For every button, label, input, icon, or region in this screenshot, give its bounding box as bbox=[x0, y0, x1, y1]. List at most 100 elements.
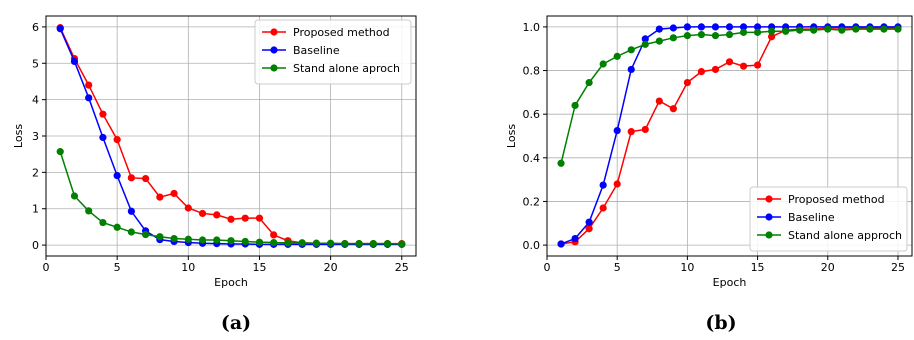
y-tick-label: 0 bbox=[32, 239, 39, 252]
data-point bbox=[599, 181, 607, 189]
series-2 bbox=[557, 25, 902, 167]
x-tick-label: 5 bbox=[614, 261, 621, 274]
legend-label: Baseline bbox=[788, 211, 835, 224]
data-point bbox=[70, 57, 79, 66]
data-point bbox=[655, 97, 663, 105]
data-point bbox=[270, 238, 278, 247]
data-point bbox=[156, 193, 164, 201]
data-point bbox=[641, 125, 649, 134]
data-point bbox=[725, 58, 734, 66]
legend-label: Stand alone approch bbox=[788, 229, 902, 242]
y-axis-label: Loss bbox=[505, 124, 518, 148]
data-point bbox=[213, 236, 221, 244]
data-point bbox=[711, 65, 720, 74]
data-point bbox=[557, 240, 565, 248]
data-point bbox=[398, 240, 406, 248]
data-point bbox=[866, 25, 874, 33]
data-point bbox=[697, 30, 706, 39]
data-point bbox=[557, 159, 565, 167]
data-point bbox=[113, 172, 121, 180]
series-line bbox=[59, 151, 402, 245]
data-point bbox=[739, 28, 748, 36]
legend-swatch-marker bbox=[765, 213, 773, 221]
x-tick-label: 0 bbox=[43, 261, 50, 274]
data-point bbox=[697, 68, 706, 76]
data-point bbox=[739, 62, 748, 70]
legend-swatch-marker bbox=[765, 195, 773, 203]
data-point bbox=[312, 239, 320, 247]
data-point bbox=[170, 234, 178, 243]
data-point bbox=[213, 211, 221, 219]
data-point bbox=[127, 228, 135, 236]
data-point bbox=[739, 23, 748, 31]
data-point bbox=[641, 35, 649, 43]
data-point bbox=[768, 33, 776, 41]
data-point bbox=[99, 218, 107, 227]
data-point bbox=[571, 234, 579, 243]
data-point bbox=[711, 32, 720, 40]
data-point bbox=[284, 239, 292, 247]
y-axis-label: Loss bbox=[12, 124, 25, 148]
data-point bbox=[184, 204, 192, 212]
y-tick-label: 4 bbox=[32, 94, 39, 107]
data-point bbox=[683, 78, 691, 87]
x-tick-label: 25 bbox=[395, 261, 409, 274]
data-point bbox=[198, 209, 207, 218]
data-point bbox=[697, 23, 706, 31]
chart-a: 0 5 10 15 20 25 0 1 2 3 4 5 6 Epoch Loss Proposed metho… bbox=[12, 15, 417, 289]
data-point bbox=[655, 37, 663, 45]
y-tick-label: 0.8 bbox=[523, 65, 541, 78]
y-tick-label: 5 bbox=[32, 57, 39, 70]
x-tick-label: 0 bbox=[544, 261, 551, 274]
series-line bbox=[560, 28, 898, 164]
legend: Proposed method Baseline Stand alone aproc… bbox=[254, 19, 412, 85]
figure: 0 5 10 15 20 25 0 1 2 3 4 5 6 Epoch Loss Proposed metho… bbox=[12, 15, 913, 289]
data-point bbox=[227, 215, 235, 223]
legend-swatch-marker bbox=[270, 46, 278, 54]
x-tick-label: 5 bbox=[114, 261, 121, 274]
data-point bbox=[127, 207, 135, 215]
data-point bbox=[99, 133, 107, 142]
data-point bbox=[327, 239, 335, 247]
data-point bbox=[227, 237, 235, 245]
data-point bbox=[255, 214, 264, 222]
data-point bbox=[613, 52, 621, 60]
data-point bbox=[768, 27, 776, 35]
data-point bbox=[99, 110, 107, 118]
data-point bbox=[355, 240, 363, 248]
data-point bbox=[70, 192, 79, 200]
y-tick-label: 0.2 bbox=[523, 195, 541, 208]
data-point bbox=[56, 148, 64, 156]
x-axis-label: Epoch bbox=[713, 276, 747, 289]
data-point bbox=[585, 78, 593, 87]
data-point bbox=[810, 26, 818, 34]
data-point bbox=[711, 23, 720, 31]
legend-label: Proposed method bbox=[788, 193, 885, 206]
data-point bbox=[641, 40, 649, 48]
data-point bbox=[753, 28, 762, 36]
data-point bbox=[156, 233, 164, 241]
legend-box bbox=[254, 19, 412, 85]
data-point bbox=[241, 214, 249, 222]
data-point bbox=[613, 126, 621, 135]
data-point bbox=[725, 30, 734, 39]
data-point bbox=[824, 25, 832, 33]
legend-box bbox=[749, 186, 908, 252]
data-point bbox=[880, 25, 888, 33]
legend-label: Proposed method bbox=[293, 26, 390, 39]
legend-label: Stand alone aproch bbox=[293, 62, 400, 75]
data-point bbox=[56, 25, 64, 33]
x-tick-label: 20 bbox=[821, 261, 835, 274]
y-tick-label: 2 bbox=[32, 166, 39, 179]
y-tick-label: 1 bbox=[32, 203, 39, 216]
data-point bbox=[585, 225, 593, 233]
data-point bbox=[341, 240, 349, 248]
data-point bbox=[796, 26, 804, 34]
y-tick-label: 0.0 bbox=[523, 239, 541, 252]
x-tick-label: 10 bbox=[680, 261, 694, 274]
x-tick-label: 25 bbox=[891, 261, 905, 274]
x-tick-label: 10 bbox=[181, 261, 195, 274]
data-point bbox=[669, 24, 677, 32]
data-point bbox=[725, 23, 734, 31]
caption-a: (a) bbox=[220, 312, 252, 334]
